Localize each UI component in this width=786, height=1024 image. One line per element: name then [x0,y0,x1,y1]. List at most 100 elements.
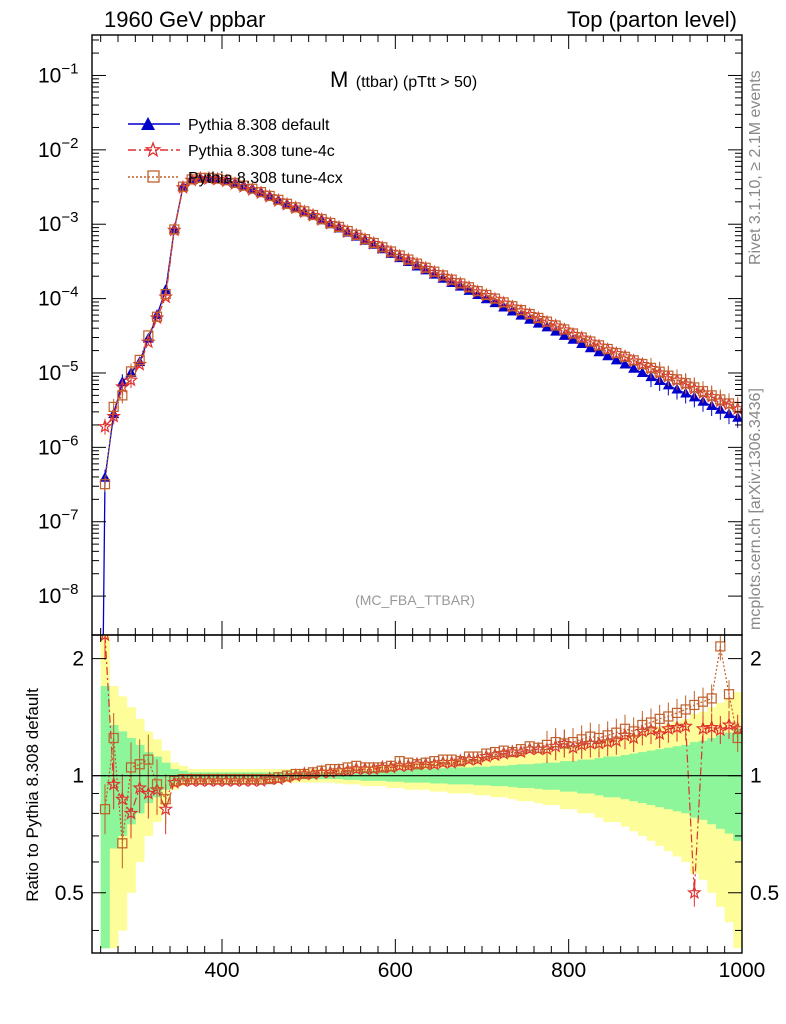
main-line-square [104,177,738,485]
main-series-star [97,170,742,435]
ratio-band-bin [655,749,665,808]
main-point-triangle [584,342,596,353]
legend-entry-tune4c: Pythia 8.308 tune-4c [128,141,335,160]
main-series-triangle [99,171,742,635]
main-point-triangle [636,366,648,377]
ratio-series-square [99,635,742,869]
main-point-square [169,224,180,235]
plot-title: M (ttbar) (pTtt > 50) [330,67,477,92]
legend: Pythia 8.308 default Pythia 8.308 tune-4… [128,117,343,187]
ratio-band-bin [690,742,700,818]
main-point-square [160,288,171,300]
ratio-point-square [628,726,639,737]
y-tick-label: 10−4 [38,284,78,311]
main-point-triangle [567,333,579,344]
main-series-square [99,172,742,493]
ratio-band-bin [681,744,691,814]
ratio-band-bin [603,756,613,798]
x-tick-label: 800 [551,959,586,982]
y-tick-label: 10−3 [38,209,78,236]
plot-title-sub: (ttbar) (pTtt > 50) [356,74,477,91]
ratio-point-star [678,718,694,733]
ratio-point-star [141,785,156,800]
main-point-square [117,390,128,401]
main-point-square [108,401,119,412]
main-plot: 10−8 10−7 10−6 10−5 10−4 10−3 10−2 10−1 [38,34,743,636]
main-line-star [104,177,739,428]
ratio-band-bin [698,740,708,820]
legend-entry-default: Pythia 8.308 default [128,117,330,134]
y-tick-label: 10−6 [38,432,78,459]
ratio-band-bin [620,755,630,800]
ratio-band-bin [612,756,622,798]
ratio-point-square [706,693,717,704]
ratio-point-star [100,635,110,642]
ratio-point-star [132,780,148,795]
x-tick-label: 400 [204,959,239,982]
ratio-y-tick-label-right: 1 [750,765,762,788]
ratio-plot: 0.5 0.5 1 1 2 2 [55,634,779,954]
ratio-plot-frame [91,634,743,954]
legend-label-tune4c: Pythia 8.308 tune-4c [188,143,335,160]
y-tick-label: 10−7 [38,507,78,534]
ratio-y-tick-label-left: 1 [72,765,84,788]
main-point-triangle [610,354,622,365]
main-point-triangle [602,350,614,361]
main-point-triangle [732,411,742,422]
rivet-label: Rivet 3.1.10, ≥ 2.1M events [747,70,764,265]
ratio-band-bin [672,746,682,812]
ratio-band-bin [664,747,674,810]
legend-marker-star [144,141,162,158]
legend-label-tune4cx: Pythia 8.308 tune-4cx [188,170,343,187]
ratio-point-square [108,732,119,744]
mcplots-label: mcplots.cern.ch [arXiv:1306.3436] [747,388,764,630]
ratio-band-bin [577,759,587,794]
ratio-band-bin [629,753,639,802]
main-point-square [151,311,163,322]
ratio-point-square [143,754,154,765]
ratio-point-star [114,791,130,806]
ratio-point-square [732,732,742,744]
ratio-point-square [117,838,128,849]
header-left: 1960 GeV ppbar [104,7,265,32]
ratio-band-bin [724,732,734,834]
legend-label-default: Pythia 8.308 default [188,117,330,134]
ratio-band-bin [733,728,742,841]
main-point-square [134,354,145,365]
main-line-triangle [102,177,738,635]
y-tick-label: 10−1 [38,60,78,87]
ratio-y-tick-label-right: 2 [750,648,762,671]
y-tick-label: 10−2 [38,135,78,162]
ratio-point-square [151,779,163,790]
legend-entry-tune4cx: Pythia 8.308 tune-4cx [128,170,343,187]
y-tick-label: 10−8 [38,581,78,608]
main-point-triangle [619,358,631,369]
main-point-triangle [151,309,163,320]
x-tick-label: 600 [378,959,413,982]
ratio-band-bin [707,737,717,825]
ratio-point-square [715,641,726,652]
ratio-point-square [99,804,111,815]
ratio-band-bin [638,752,648,804]
ratio-band-bin [586,759,596,794]
main-point-square [143,330,154,341]
ratio-y-tick-label-left: 2 [72,648,84,671]
main-point-triangle [628,362,640,373]
legend-marker-square [147,170,160,183]
x-tick-label: 1000 [719,959,766,982]
header-right: Top (parton level) [567,7,737,32]
main-point-triangle [558,329,570,340]
main-point-triangle [550,325,562,336]
ratio-point-star [721,717,737,732]
main-point-triangle [576,338,588,349]
ratio-point-star [652,726,667,741]
ratio-y-tick-label-right: 0.5 [750,882,779,905]
y-tick-label: 10−5 [38,358,78,385]
ratio-band-bin [568,761,578,792]
ratio-line-square [104,646,739,844]
ratio-y-tick-label-left: 0.5 [55,882,84,905]
ratio-band-bin [560,761,570,792]
main-point-star [97,418,113,433]
analysis-label: (MC_FBA_TTBAR) [355,592,475,608]
